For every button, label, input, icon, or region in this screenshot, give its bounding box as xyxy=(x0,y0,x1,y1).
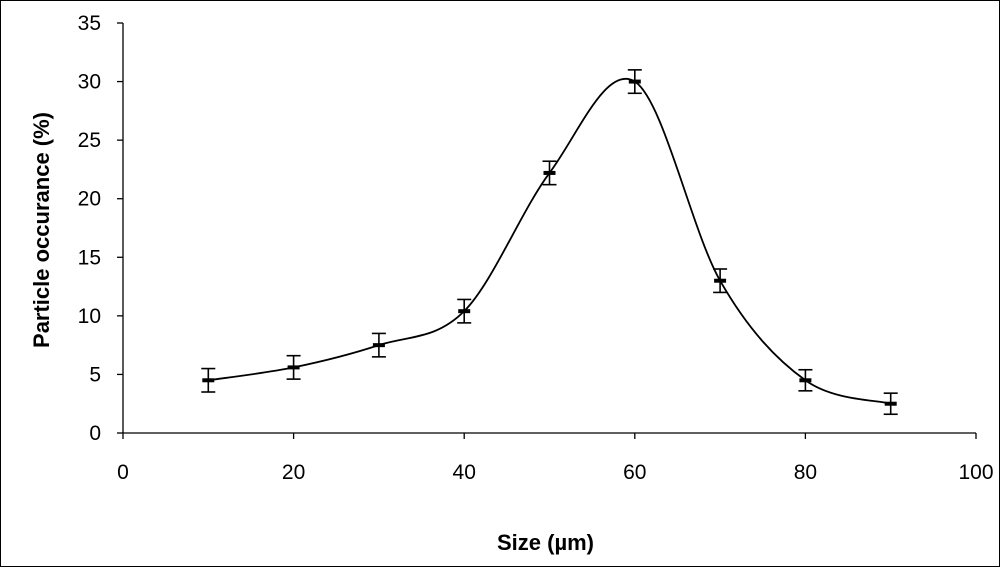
points-layer xyxy=(201,69,898,416)
x-tick-label: 60 xyxy=(623,461,646,484)
y-tick-label: 25 xyxy=(78,129,101,152)
series-line xyxy=(208,78,891,405)
ticks: 0 5 10 15 20 25 30 35 0 20 40 60 80 100 xyxy=(78,12,994,484)
y-tick-label: 35 xyxy=(78,12,101,35)
data-point xyxy=(627,69,642,95)
y-tick-label: 30 xyxy=(78,71,101,94)
y-tick-label: 0 xyxy=(89,422,101,445)
data-point xyxy=(457,298,472,324)
x-tick-label: 80 xyxy=(794,461,817,484)
x-tick-label: 20 xyxy=(282,461,305,484)
data-point xyxy=(798,368,813,392)
x-axis-title: Size (µm) xyxy=(497,530,594,555)
y-tick-label: 10 xyxy=(78,305,101,328)
x-tick-label: 40 xyxy=(453,461,476,484)
y-tick-label: 5 xyxy=(89,363,101,386)
curve-layer xyxy=(208,78,891,405)
data-point xyxy=(883,392,898,416)
y-axis-title: Particle occurance (%) xyxy=(29,112,54,348)
axes xyxy=(122,23,976,434)
x-tick-label: 100 xyxy=(958,461,993,484)
x-tick-label: 0 xyxy=(117,461,129,484)
data-point xyxy=(286,354,301,380)
y-tick-label: 15 xyxy=(78,246,101,269)
data-point xyxy=(201,367,216,393)
data-point xyxy=(371,332,386,358)
data-point xyxy=(542,160,557,186)
y-tick-label: 20 xyxy=(78,188,101,211)
data-point xyxy=(713,268,728,294)
